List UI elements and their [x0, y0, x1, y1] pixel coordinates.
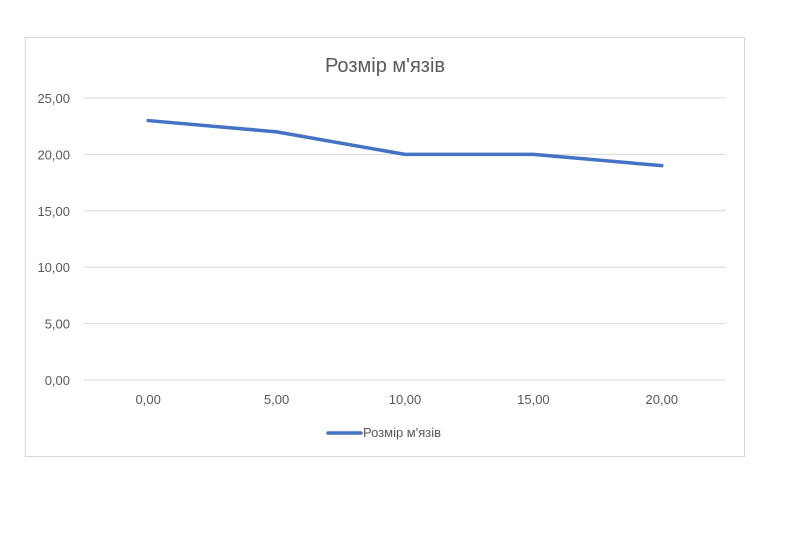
y-tick-label: 5,00 — [45, 317, 70, 332]
series-line — [146, 118, 664, 168]
y-tick-label: 0,00 — [45, 373, 70, 388]
x-tick-label: 5,00 — [264, 392, 289, 407]
y-tick-label: 25,00 — [37, 91, 70, 106]
x-axis-ticks: 0,00 5,00 10,00 15,00 20,00 — [136, 392, 679, 407]
y-axis-ticks: 0,00 5,00 10,00 15,00 20,00 25,00 — [37, 91, 70, 388]
x-tick-label: 10,00 — [389, 392, 422, 407]
chart-frame — [25, 37, 745, 457]
y-tick-label: 20,00 — [37, 147, 70, 162]
y-tick-label: 15,00 — [37, 204, 70, 219]
y-tick-label: 10,00 — [37, 260, 70, 275]
gridlines — [84, 97, 726, 381]
chart-title: Розмір м'язів — [325, 55, 445, 77]
series-layer — [146, 118, 664, 168]
legend-label: Розмір м'язів — [363, 425, 441, 440]
legend: Розмір м'язів — [326, 425, 441, 440]
x-tick-label: 15,00 — [517, 392, 550, 407]
x-tick-label: 0,00 — [136, 392, 161, 407]
x-tick-label: 20,00 — [646, 392, 679, 407]
